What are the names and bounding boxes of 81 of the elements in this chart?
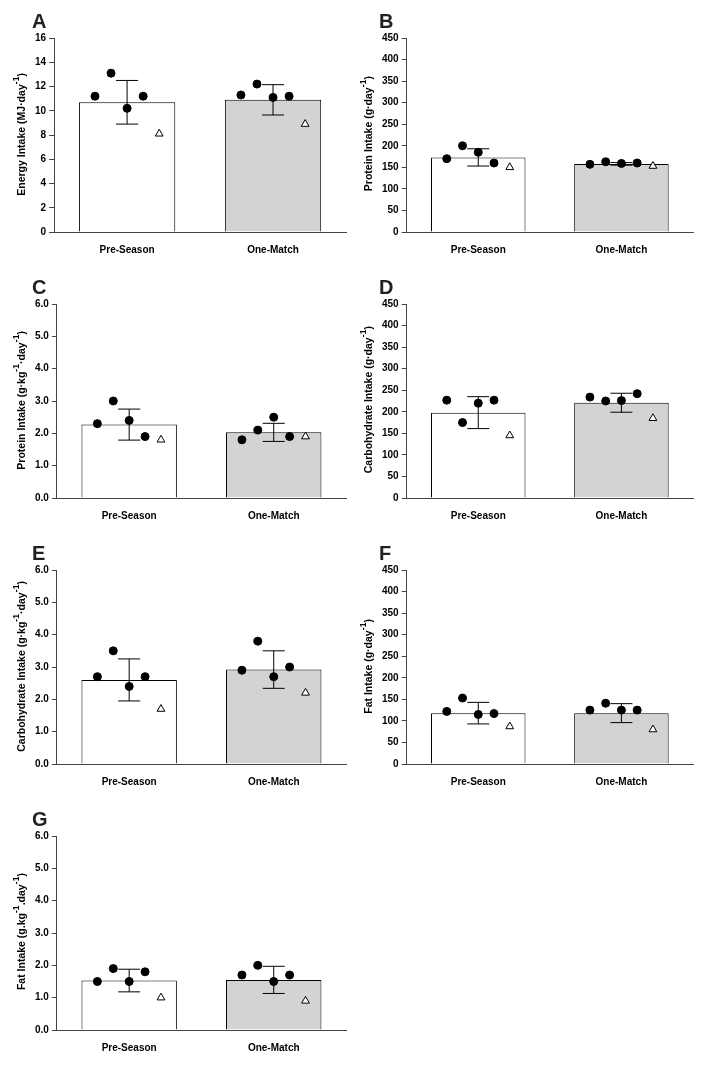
y-tick-label: 5.0 — [35, 330, 50, 342]
y-tick-label: 0 — [40, 225, 47, 237]
x-tick-label: One-Match — [595, 509, 648, 521]
chart-title: D — [379, 275, 394, 298]
y-tick-label: 6.0 — [35, 829, 50, 841]
y-tick-label: 0.0 — [35, 1023, 50, 1035]
y-tick-label: 3.0 — [35, 660, 50, 672]
y-tick-label: 10 — [35, 104, 47, 116]
y-tick-label: 100 — [382, 182, 400, 194]
y-tick-label: 250 — [382, 117, 400, 129]
x-tick-label: One-Match — [247, 243, 299, 255]
x-tick-label: One-Match — [247, 509, 300, 521]
y-tick-label: 50 — [387, 470, 400, 482]
y-tick-label: 5.0 — [35, 862, 50, 874]
y-tick-label: 3.0 — [35, 394, 50, 406]
x-tick-label: Pre-Season — [450, 775, 506, 787]
y-tick-label: 50 — [387, 204, 400, 216]
x-tick-label: One-Match — [247, 1041, 300, 1053]
y-tick-label: 2.0 — [35, 427, 50, 439]
y-tick-label: 450 — [382, 297, 400, 309]
y-tick-label: 2.0 — [35, 693, 50, 705]
chart-title: E — [32, 541, 46, 564]
chart-title: B — [379, 9, 394, 32]
y-tick-label: 1.0 — [35, 725, 50, 737]
x-tick-label: Pre-Season — [101, 509, 157, 521]
y-tick-label: 4.0 — [35, 362, 50, 374]
y-tick-label: 100 — [382, 714, 400, 726]
y-tick-label: 250 — [382, 383, 400, 395]
y-tick-label: 0 — [393, 225, 400, 237]
chart-title: G — [32, 807, 48, 830]
y-tick-label: 8 — [40, 128, 47, 140]
y-tick-label: 100 — [382, 448, 400, 460]
chart-title: F — [379, 541, 392, 564]
x-tick-label: One-Match — [595, 243, 648, 255]
y-tick-label: 0.0 — [35, 757, 50, 769]
y-tick-label: 450 — [382, 31, 400, 43]
y-tick-label: 300 — [382, 628, 400, 640]
y-tick-label: 2.0 — [35, 959, 50, 971]
y-tick-label: 14 — [35, 56, 47, 67]
y-tick-label: 300 — [382, 96, 400, 108]
y-tick-label: 12 — [35, 80, 47, 92]
y-tick-label: 16 — [35, 31, 47, 43]
x-tick-label: Pre-Season — [450, 243, 506, 255]
y-tick-label: 4.0 — [35, 894, 50, 906]
y-tick-label: 300 — [382, 362, 400, 374]
y-tick-label: 4 — [40, 177, 47, 189]
chart-title: C — [32, 275, 47, 298]
y-tick-label: 1.0 — [35, 459, 50, 471]
y-tick-label: 450 — [382, 563, 400, 575]
y-tick-label: 1.0 — [35, 991, 50, 1003]
x-tick-label: Pre-Season — [101, 1041, 157, 1053]
y-tick-label: 6.0 — [35, 563, 50, 575]
x-tick-label: Pre-Season — [99, 243, 155, 255]
y-tick-label: 2 — [40, 201, 47, 213]
y-tick-label: 200 — [382, 671, 400, 683]
y-tick-label: 400 — [382, 53, 400, 65]
y-tick-label: 250 — [382, 649, 400, 661]
y-tick-label: 350 — [382, 74, 400, 86]
y-tick-label: 6.0 — [35, 297, 50, 309]
y-tick-label: 400 — [382, 319, 400, 331]
x-tick-label: One-Match — [595, 775, 648, 787]
y-tick-label: 4.0 — [35, 628, 50, 640]
y-tick-label: 200 — [382, 139, 400, 151]
y-tick-label: 350 — [382, 606, 400, 618]
y-tick-label: 0 — [393, 757, 400, 769]
y-tick-label: 200 — [382, 405, 400, 417]
y-tick-label: 50 — [387, 736, 400, 748]
y-tick-label: 150 — [382, 427, 400, 439]
y-tick-label: 150 — [382, 693, 400, 705]
x-tick-label: Pre-Season — [450, 509, 506, 521]
chart-title: A — [32, 9, 47, 32]
y-tick-label: 5.0 — [35, 596, 50, 608]
x-tick-label: One-Match — [247, 775, 300, 787]
y-tick-label: 0 — [393, 491, 400, 503]
y-tick-label: 3.0 — [35, 926, 50, 938]
y-tick-label: 400 — [382, 585, 400, 597]
y-tick-label: 350 — [382, 340, 400, 352]
y-tick-label: 0.0 — [35, 491, 50, 503]
y-tick-label: 150 — [382, 161, 400, 173]
y-tick-label: 6 — [40, 153, 47, 164]
x-tick-label: Pre-Season — [101, 775, 157, 787]
